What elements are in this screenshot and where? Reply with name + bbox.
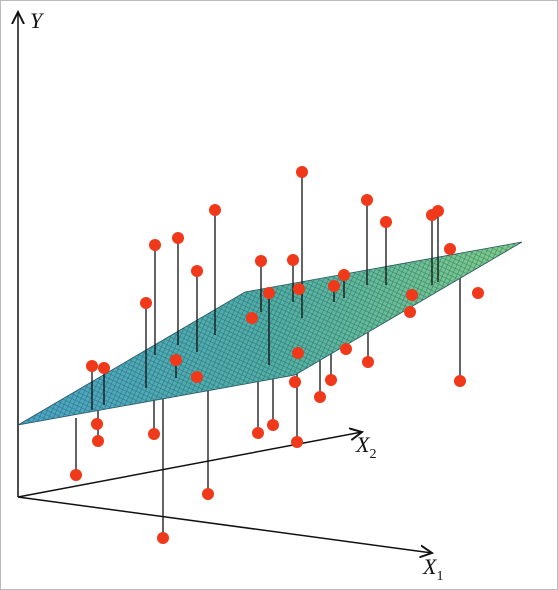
x1-label-base: X — [422, 554, 438, 579]
x1-axis — [17, 496, 432, 553]
y-label: Y — [30, 8, 45, 33]
observations — [70, 166, 484, 544]
x2-axis — [17, 432, 362, 498]
x2-label-base: X — [355, 432, 371, 457]
x1-label-subscript: 1 — [436, 569, 443, 584]
x1-label: X1 — [422, 554, 443, 584]
x2-label: X2 — [355, 432, 376, 462]
plane-mesh — [17, 241, 523, 426]
x2-label-subscript: 2 — [369, 447, 376, 462]
